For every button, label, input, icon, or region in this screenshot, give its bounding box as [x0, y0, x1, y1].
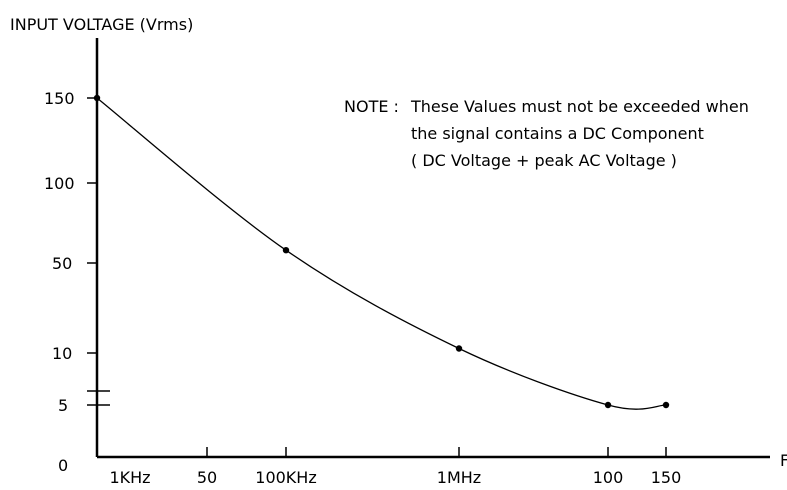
x-tick-label: 1MHz — [437, 468, 481, 487]
note-line: the signal contains a DC Component — [411, 124, 704, 143]
y-tick-label: 50 — [52, 254, 72, 273]
note-label: NOTE : — [344, 97, 399, 116]
y-tick-label: 150 — [44, 89, 75, 108]
data-points — [93, 94, 670, 409]
series-line — [96, 97, 667, 410]
y-tick-label: 0 — [58, 456, 68, 475]
y-tick-label: 5 — [58, 396, 68, 415]
y-tick-label: 100 — [44, 174, 75, 193]
data-point — [604, 401, 612, 409]
x-tick-label: 100 — [593, 468, 624, 487]
data-point — [282, 247, 290, 254]
x-tick-label: 100KHz — [255, 468, 316, 487]
note-line: These Values must not be exceeded when — [410, 97, 749, 116]
x-axis-title: F — [780, 451, 787, 470]
y-tick-label: 10 — [52, 344, 72, 363]
x-tick-label: 1KHz — [109, 468, 150, 487]
data-point — [455, 345, 463, 352]
data-point — [93, 94, 101, 102]
note-line: ( DC Voltage + peak AC Voltage ) — [411, 151, 677, 170]
x-tick-label: 150 — [651, 468, 682, 487]
data-point — [662, 401, 670, 409]
x-tick-label: 50 — [197, 468, 217, 487]
y-axis-title: INPUT VOLTAGE (Vrms) — [10, 15, 193, 34]
